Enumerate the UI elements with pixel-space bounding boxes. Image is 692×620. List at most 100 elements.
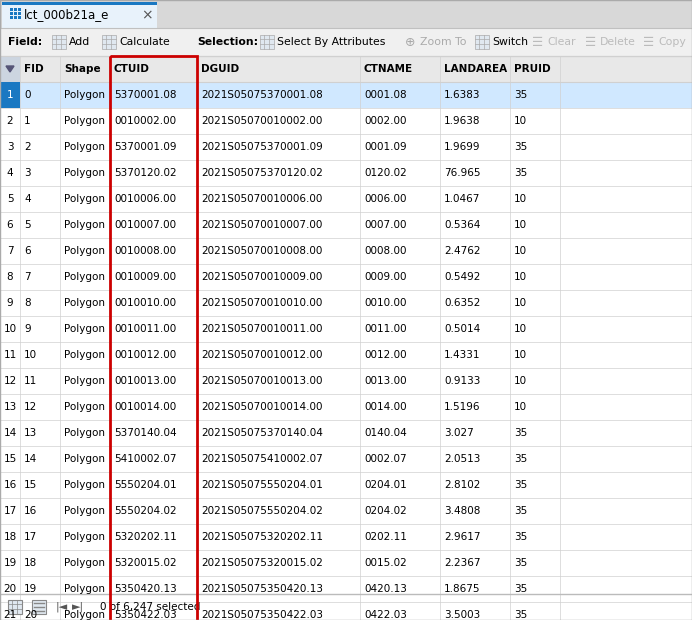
Text: 10: 10 [514,220,527,230]
Text: 2.2367: 2.2367 [444,558,480,568]
Text: 35: 35 [514,506,527,516]
Text: 0010008.00: 0010008.00 [114,246,176,256]
Bar [10,16,13,19]
Text: 0001.09: 0001.09 [364,142,407,152]
Text: 3: 3 [7,142,13,152]
Text: 6: 6 [24,246,30,256]
Text: 5370001.09: 5370001.09 [114,142,176,152]
Text: Zoom To: Zoom To [420,37,466,47]
Text: Polygon: Polygon [64,506,105,516]
Bar [260,35,274,49]
Text: 0204.01: 0204.01 [364,480,407,490]
Text: 13: 13 [3,402,17,412]
Text: 0 of 6,247 selected: 0 of 6,247 selected [100,602,201,612]
Text: 2021S05075320202.11: 2021S05075320202.11 [201,532,323,542]
Text: 2021S05070010007.00: 2021S05070010007.00 [201,220,322,230]
Bar [0,56,20,82]
Text: 10: 10 [514,324,527,334]
Text: Polygon: Polygon [64,220,105,230]
Text: CTUID: CTUID [114,64,150,74]
Text: 35: 35 [514,168,527,178]
Text: 11: 11 [3,350,17,360]
Text: 35: 35 [514,90,527,100]
Text: 1.8675: 1.8675 [444,584,480,594]
Text: 2: 2 [24,142,30,152]
Text: ☰: ☰ [643,35,654,48]
Text: 0.9133: 0.9133 [444,376,480,386]
Text: 2021S05075350420.13: 2021S05075350420.13 [201,584,323,594]
Text: LANDAREA: LANDAREA [444,64,507,74]
Text: FID: FID [24,64,44,74]
Text: 18: 18 [3,532,17,542]
Text: ☰: ☰ [585,35,597,48]
Bar [0,472,692,498]
Text: 1.4331: 1.4331 [444,350,480,360]
Text: Shape: Shape [64,64,100,74]
Text: Polygon: Polygon [64,194,105,204]
Text: PRUID: PRUID [514,64,551,74]
Text: 35: 35 [514,532,527,542]
Bar [0,82,692,108]
Text: 17: 17 [3,506,17,516]
Text: 10: 10 [514,194,527,204]
Bar [0,82,20,108]
Text: 5550204.01: 5550204.01 [114,480,176,490]
Bar [0,446,692,472]
Text: 0001.08: 0001.08 [364,90,407,100]
Text: 11: 11 [24,376,37,386]
Bar [14,8,17,11]
Bar [8,600,22,614]
Bar [0,316,692,342]
Bar [0,576,692,602]
Text: Copy: Copy [658,37,686,47]
Text: ☰: ☰ [532,35,543,48]
Text: 0008.00: 0008.00 [364,246,406,256]
Text: 2: 2 [7,116,13,126]
Text: 12: 12 [24,402,37,412]
Bar [0,524,692,550]
Text: 35: 35 [514,428,527,438]
Bar [0,56,692,82]
Text: 0.5364: 0.5364 [444,220,480,230]
Text: Polygon: Polygon [64,324,105,334]
Text: 0204.02: 0204.02 [364,506,407,516]
Bar [0,394,692,420]
Bar [102,35,116,49]
Text: 4: 4 [7,168,13,178]
Text: 13: 13 [24,428,37,438]
Text: 0010006.00: 0010006.00 [114,194,176,204]
Text: 2021S05075370001.09: 2021S05075370001.09 [201,142,322,152]
Text: 0010014.00: 0010014.00 [114,402,176,412]
Text: 10: 10 [514,272,527,282]
Text: 0010010.00: 0010010.00 [114,298,176,308]
Text: 2021S05070010011.00: 2021S05070010011.00 [201,324,322,334]
Text: 1.9699: 1.9699 [444,142,480,152]
Bar [0,108,692,134]
Text: 0: 0 [24,90,30,100]
Text: 0002.00: 0002.00 [364,116,406,126]
Text: 2021S05070010006.00: 2021S05070010006.00 [201,194,322,204]
Text: 5320015.02: 5320015.02 [114,558,176,568]
Bar [0,186,692,212]
Bar [0,290,692,316]
Text: 35: 35 [514,558,527,568]
Text: 20: 20 [3,584,17,594]
Text: Polygon: Polygon [64,272,105,282]
Text: 9: 9 [7,298,13,308]
Text: Polygon: Polygon [64,480,105,490]
Text: 10: 10 [24,350,37,360]
Bar [0,342,692,368]
Text: 76.965: 76.965 [444,168,480,178]
Text: 0120.02: 0120.02 [364,168,407,178]
Text: Switch: Switch [492,37,528,47]
Bar [18,8,21,11]
Text: Select By Attributes: Select By Attributes [277,37,385,47]
Text: Polygon: Polygon [64,246,105,256]
Text: Polygon: Polygon [64,168,105,178]
Text: 0014.00: 0014.00 [364,402,407,412]
Text: 5550204.02: 5550204.02 [114,506,176,516]
Text: 0010.00: 0010.00 [364,298,406,308]
Text: 0.5492: 0.5492 [444,272,480,282]
Text: 3.5003: 3.5003 [444,610,480,620]
Text: lct_000b21a_e: lct_000b21a_e [24,9,109,22]
